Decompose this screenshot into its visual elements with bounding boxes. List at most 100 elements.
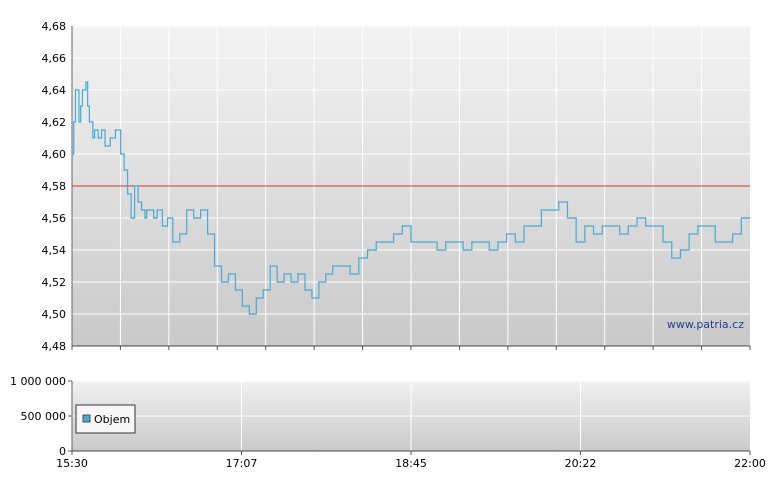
price-data-point <box>74 89 77 91</box>
price-data-point <box>688 233 690 235</box>
price-data-point <box>146 209 148 211</box>
price-data-point <box>241 305 243 307</box>
price-data-point <box>87 105 89 107</box>
price-data-point <box>179 233 181 235</box>
price-series-line <box>72 81 750 315</box>
price-data-point <box>186 209 188 211</box>
x-tick-label: 20:22 <box>565 457 597 470</box>
price-data-point <box>332 265 334 267</box>
price-data-point <box>311 297 313 299</box>
price-data-point <box>419 241 421 243</box>
price-data-point <box>80 105 82 107</box>
price-data-point <box>73 121 75 123</box>
price-data-point <box>384 241 386 243</box>
price-y-tick-label: 4,66 <box>42 52 67 65</box>
price-data-point <box>445 241 447 243</box>
price-data-point <box>276 281 278 283</box>
price-data-point <box>149 209 151 211</box>
price-data-point <box>127 193 129 195</box>
price-data-point <box>220 281 223 283</box>
price-data-point <box>167 217 169 219</box>
price-data-point <box>71 153 73 155</box>
price-data-point <box>393 233 395 235</box>
price-data-point <box>81 89 84 91</box>
price-data-point <box>193 217 195 219</box>
price-data-point <box>140 209 143 211</box>
price-y-tick-label: 4,68 <box>42 20 67 33</box>
price-data-point <box>85 81 87 83</box>
price-data-point <box>653 225 655 227</box>
price-data-point <box>325 273 327 275</box>
price-data-point <box>133 185 136 187</box>
x-tick-label: 18:45 <box>395 457 427 470</box>
x-tick-label: 17:07 <box>226 457 258 470</box>
price-data-point <box>304 289 306 291</box>
price-data-point <box>592 233 595 235</box>
price-data-point <box>100 129 103 131</box>
price-data-point <box>92 137 94 139</box>
volume-y-tick-label: 1 000 000 <box>10 375 66 388</box>
price-y-tick-label: 4,54 <box>42 244 67 257</box>
price-data-point <box>144 217 146 219</box>
price-data-point <box>213 265 216 267</box>
price-data-point <box>269 265 271 267</box>
price-data-point <box>120 153 122 155</box>
price-data-point <box>358 257 360 259</box>
price-data-point <box>156 209 158 211</box>
x-tick-label: 15:30 <box>56 457 88 470</box>
price-data-point <box>283 273 285 275</box>
price-data-point <box>104 145 106 147</box>
price-data-point <box>610 225 612 227</box>
price-data-point <box>636 217 638 219</box>
price-data-point <box>375 241 377 243</box>
price-y-tick-label: 4,60 <box>42 148 67 161</box>
price-data-point <box>479 241 482 243</box>
price-y-tick-label: 4,52 <box>42 276 67 289</box>
price-data-point <box>558 201 560 203</box>
price-data-point <box>697 225 699 227</box>
price-data-point <box>436 249 438 251</box>
price-data-point <box>523 225 525 227</box>
price-data-point <box>200 209 202 211</box>
price-data-point <box>662 241 664 243</box>
price-data-point <box>584 225 586 227</box>
price-data-point <box>619 233 621 235</box>
price-data-point <box>137 201 139 203</box>
price-data-point <box>123 169 125 171</box>
price-data-point <box>153 217 155 219</box>
price-data-point <box>514 241 516 243</box>
price-data-point <box>549 209 551 211</box>
price-y-tick-label: 4,56 <box>42 212 67 225</box>
price-data-point <box>601 225 603 227</box>
price-data-point <box>349 273 351 275</box>
price-data-point <box>427 241 429 243</box>
price-y-tick-label: 4,50 <box>42 308 67 321</box>
price-y-tick-label: 4,48 <box>42 340 67 353</box>
price-data-point <box>172 241 174 243</box>
price-data-point <box>290 281 292 283</box>
volume-y-tick-label: 500 000 <box>21 410 67 423</box>
price-data-point <box>114 129 117 131</box>
x-tick-label: 22:00 <box>734 457 766 470</box>
price-data-point <box>410 241 412 243</box>
price-data-point <box>532 225 534 227</box>
price-y-tick-label: 4,62 <box>42 116 67 129</box>
legend-swatch <box>82 414 91 423</box>
price-data-point <box>340 265 343 267</box>
price-y-tick-label: 4,64 <box>42 84 67 97</box>
price-data-point <box>207 233 209 235</box>
price-data-point <box>645 225 647 227</box>
price-data-point <box>679 249 682 251</box>
price-data-point <box>540 209 542 211</box>
price-data-point <box>130 217 132 219</box>
price-data-point <box>248 313 250 315</box>
price-data-point <box>740 217 742 219</box>
price-data-point <box>671 257 673 259</box>
price-data-point <box>234 289 237 291</box>
price-data-point <box>749 217 751 219</box>
price-data-point <box>297 273 299 275</box>
price-data-point <box>732 233 734 235</box>
price-data-point <box>705 225 708 227</box>
